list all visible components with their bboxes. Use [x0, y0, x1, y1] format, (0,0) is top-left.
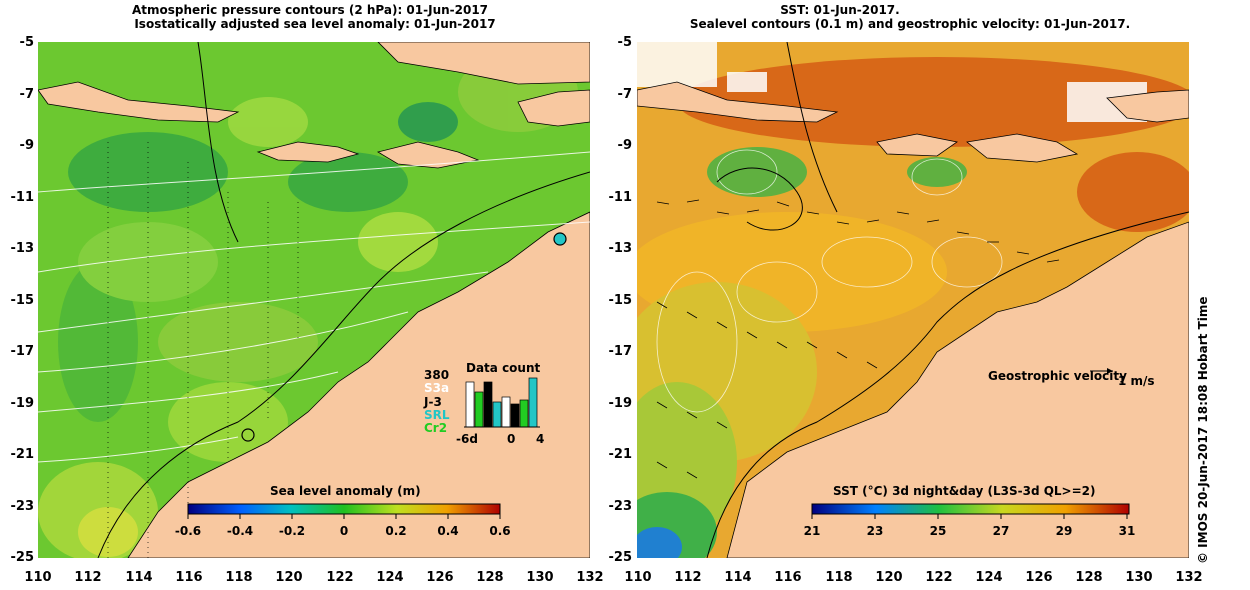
data-count-title: Data count — [466, 361, 541, 375]
sla-colorbar-tick: 0 — [339, 524, 349, 538]
data-count-mission: SRL — [424, 408, 450, 422]
y-tick-left: -13 — [10, 241, 35, 256]
sla-colorbar — [187, 503, 501, 515]
x-tick-right: 128 — [1075, 570, 1103, 585]
x-tick-right: 122 — [925, 570, 953, 585]
x-tick-left: 116 — [175, 570, 203, 585]
sst-colorbar-tick: 23 — [866, 524, 884, 538]
sst-colorbar — [811, 503, 1130, 515]
x-tick-left: 130 — [526, 570, 554, 585]
y-tick-left: -9 — [19, 138, 34, 153]
x-tick-left: 120 — [275, 570, 303, 585]
x-tick-right: 126 — [1025, 570, 1053, 585]
y-tick-right: -25 — [608, 550, 633, 565]
sla-colorbar-tick: -0.6 — [174, 524, 202, 538]
sla-map — [38, 42, 590, 558]
data-count-x-mid: 0 — [507, 432, 516, 446]
y-tick-left: -11 — [10, 190, 35, 205]
sst-colorbar-tick: 21 — [803, 524, 821, 538]
y-tick-left: -17 — [10, 344, 35, 359]
y-tick-left: -7 — [19, 87, 34, 102]
data-count-mission: Cr2 — [424, 421, 448, 435]
x-tick-right: 112 — [674, 570, 702, 585]
x-tick-left: 124 — [376, 570, 404, 585]
y-tick-right: -5 — [617, 35, 632, 50]
data-count-mission: S3a — [424, 381, 450, 395]
velocity-legend-unit: 1 m/s — [1118, 374, 1155, 388]
data-count-histogram — [464, 377, 540, 428]
sst-colorbar-tick: 31 — [1118, 524, 1136, 538]
sla-colorbar-tick: -0.2 — [278, 524, 306, 538]
sla-colorbar-tick: 0.6 — [489, 524, 511, 538]
x-tick-left: 126 — [426, 570, 454, 585]
velocity-legend-label: Geostrophic velocity — [988, 369, 1127, 383]
y-tick-right: -15 — [608, 293, 633, 308]
x-tick-right: 118 — [825, 570, 853, 585]
y-tick-right: -9 — [617, 138, 632, 153]
data-count-x-right: 4 — [536, 432, 545, 446]
x-tick-left: 128 — [476, 570, 504, 585]
x-tick-right: 114 — [724, 570, 752, 585]
left-title-line2: Isostatically adjusted sea level anomaly… — [134, 17, 496, 31]
y-tick-left: -23 — [10, 499, 35, 514]
y-tick-right: -21 — [608, 447, 633, 462]
x-tick-left: 132 — [576, 570, 604, 585]
velocity-arrows — [656, 199, 1060, 479]
x-tick-right: 116 — [774, 570, 802, 585]
y-tick-left: -19 — [10, 396, 35, 411]
right-title-line1: SST: 01-Jun-2017. — [780, 3, 900, 17]
x-tick-left: 118 — [225, 570, 253, 585]
y-tick-right: -13 — [608, 241, 633, 256]
timestamp: © IMOS 20-Jun-2017 18:08 Hobart Time — [1196, 296, 1210, 564]
y-tick-right: -11 — [608, 190, 633, 205]
data-count-mission: J-3 — [424, 395, 442, 409]
x-tick-left: 122 — [326, 570, 354, 585]
sst-colorbar-tick: 29 — [1055, 524, 1073, 538]
y-tick-right: -17 — [608, 344, 633, 359]
x-tick-right: 120 — [875, 570, 903, 585]
data-count-x-left: -6d — [456, 432, 478, 446]
sla-colorbar-tick: -0.4 — [226, 524, 254, 538]
y-tick-right: -19 — [608, 396, 633, 411]
sla-colorbar-tick: 0.4 — [437, 524, 459, 538]
x-tick-right: 130 — [1125, 570, 1153, 585]
sla-colorbar-tick: 0.2 — [385, 524, 407, 538]
sst-colorbar-tick: 25 — [929, 524, 947, 538]
x-tick-right: 110 — [624, 570, 652, 585]
left-title-line1: Atmospheric pressure contours (2 hPa): 0… — [131, 3, 489, 17]
y-tick-left: -15 — [10, 293, 35, 308]
data-count-max: 380 — [424, 368, 450, 382]
sst-map — [637, 42, 1189, 558]
y-tick-left: -21 — [10, 447, 35, 462]
y-tick-right: -23 — [608, 499, 633, 514]
x-tick-left: 114 — [125, 570, 153, 585]
x-tick-left: 112 — [74, 570, 102, 585]
y-tick-right: -7 — [617, 87, 632, 102]
y-tick-left: -25 — [10, 550, 35, 565]
sla-colorbar-label: Sea level anomaly (m) — [270, 484, 421, 498]
sst-colorbar-tick: 27 — [992, 524, 1010, 538]
x-tick-left: 110 — [24, 570, 52, 585]
x-tick-right: 124 — [975, 570, 1003, 585]
right-title-line2: Sealevel contours (0.1 m) and geostrophi… — [689, 17, 1131, 31]
sst-colorbar-label: SST (°C) 3d night&day (L3S-3d QL>=2) — [833, 484, 1096, 498]
y-tick-left: -5 — [19, 35, 34, 50]
x-tick-right: 132 — [1175, 570, 1203, 585]
